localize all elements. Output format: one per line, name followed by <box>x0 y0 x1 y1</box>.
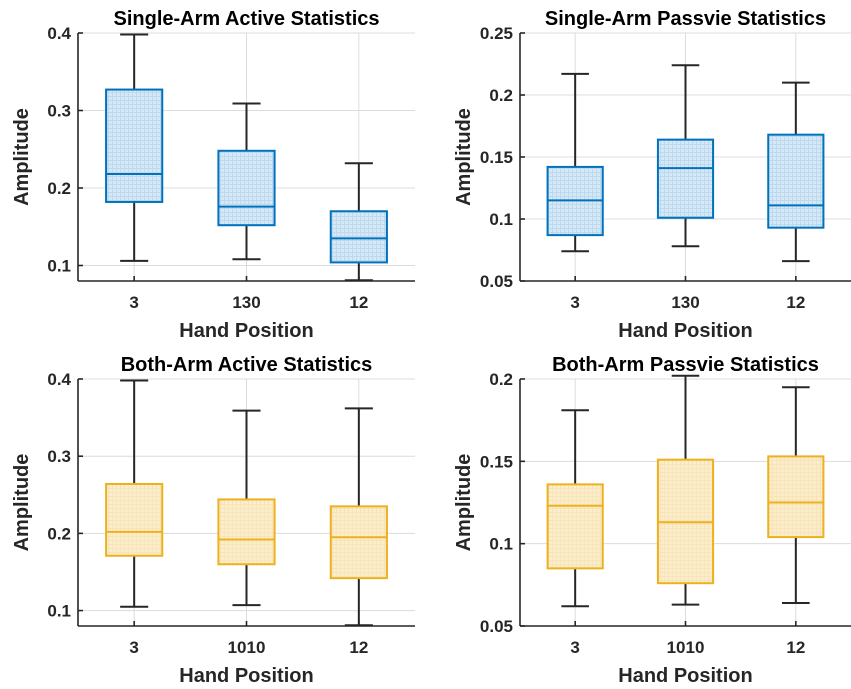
box-12 <box>329 162 388 282</box>
y-tick-label: 0.3 <box>47 102 71 121</box>
box-130 <box>217 102 276 261</box>
iqr-box <box>546 483 604 570</box>
x-tick-label: 12 <box>786 293 805 312</box>
subplot-2: 0.05 0.1 0.15 0.2 0.25 3 130 12 Single-Arm Passv… <box>453 8 851 342</box>
box-3 <box>546 409 604 608</box>
subplot-title: Single-Arm Active Statistics <box>113 8 379 30</box>
box-3 <box>105 379 164 608</box>
x-tick-label: 12 <box>786 638 805 657</box>
y-axis-label: Amplitude <box>453 454 475 552</box>
box-1010 <box>217 409 276 607</box>
y-tick-label: 0.2 <box>47 524 71 543</box>
y-tick-label: 0.2 <box>489 370 513 389</box>
y-axis-label: Amplitude <box>11 108 33 206</box>
iqr-box <box>105 482 164 557</box>
box-1010 <box>656 374 715 606</box>
iqr-box <box>329 210 388 264</box>
x-axis-label: Hand Position <box>618 320 752 342</box>
subplot-title: Both-Arm Active Statistics <box>121 354 373 376</box>
x-tick-label: 3 <box>570 638 579 657</box>
x-tick-label: 3 <box>570 293 579 312</box>
subplot-title: Both-Arm Passvie Statistics <box>552 354 819 376</box>
box-3 <box>546 72 604 253</box>
y-tick-label: 0.25 <box>480 24 513 43</box>
x-axis-label: Hand Position <box>179 320 313 342</box>
x-tick-label: 130 <box>671 293 699 312</box>
iqr-box <box>217 498 276 566</box>
y-axis-label: Amplitude <box>453 108 475 206</box>
subplot-3: 0.1 0.2 0.3 0.4 3 1010 12 Both-Arm Active Stati… <box>11 354 415 687</box>
x-tick-label: 12 <box>349 638 368 657</box>
iqr-box <box>767 455 825 539</box>
iqr-box <box>656 138 715 219</box>
y-tick-label: 0.05 <box>480 617 513 636</box>
x-tick-label: 12 <box>349 293 368 312</box>
y-tick-label: 0.15 <box>480 452 513 471</box>
box-130 <box>656 64 715 248</box>
x-tick-label: 1010 <box>667 638 705 657</box>
box-3 <box>105 33 164 262</box>
iqr-box <box>217 149 276 227</box>
x-tick-label: 3 <box>129 638 138 657</box>
subplot-4: 0.05 0.1 0.15 0.2 3 1010 12 Both-Arm Passvie St… <box>453 354 851 687</box>
box-12 <box>329 407 388 627</box>
y-tick-label: 0.15 <box>480 148 513 167</box>
y-tick-label: 0.05 <box>480 272 513 291</box>
box-12 <box>767 81 825 263</box>
subplot-title: Single-Arm Passvie Statistics <box>545 8 826 30</box>
subplot-1: 0.1 0.2 0.3 0.4 3 130 12 Single-Arm Active Stat… <box>11 8 415 342</box>
y-tick-label: 0.1 <box>489 535 513 554</box>
y-tick-label: 0.4 <box>47 24 71 43</box>
y-tick-label: 0.1 <box>489 210 513 229</box>
y-axis-label: Amplitude <box>11 454 33 552</box>
y-tick-label: 0.1 <box>47 257 71 276</box>
y-tick-label: 0.2 <box>47 179 71 198</box>
y-tick-label: 0.3 <box>47 447 71 466</box>
iqr-box <box>105 88 164 203</box>
x-tick-label: 130 <box>232 293 260 312</box>
y-tick-label: 0.2 <box>489 86 513 105</box>
x-tick-label: 1010 <box>228 638 266 657</box>
iqr-box <box>767 133 825 229</box>
box-12 <box>767 386 825 604</box>
y-tick-label: 0.1 <box>47 602 71 621</box>
iqr-box <box>329 505 388 580</box>
x-axis-label: Hand Position <box>179 665 313 687</box>
x-axis-label: Hand Position <box>618 665 752 687</box>
x-tick-label: 3 <box>129 293 138 312</box>
y-tick-label: 0.4 <box>47 370 71 389</box>
